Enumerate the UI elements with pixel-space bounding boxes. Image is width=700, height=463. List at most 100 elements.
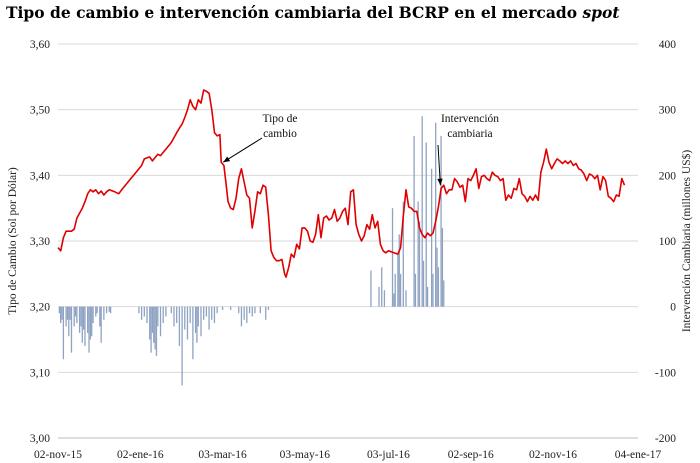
- intervention-bar: [68, 306, 70, 337]
- x-tick-label: 02-nov-15: [34, 449, 82, 461]
- intervention-bar: [203, 306, 205, 320]
- intervention-bar: [143, 306, 145, 317]
- intervention-bar: [192, 306, 194, 360]
- intervention-bar: [162, 306, 164, 324]
- intervention-bar: [184, 306, 186, 330]
- intervention-bar: [140, 306, 143, 320]
- intervention-bar: [176, 306, 178, 324]
- intervention-bar: [197, 306, 199, 327]
- intervention-bar: [370, 270, 372, 307]
- intervention-bar: [397, 254, 399, 307]
- intervention-bar: [221, 306, 224, 310]
- x-tick-label: 02-ene-16: [117, 449, 164, 461]
- intervention-bar: [393, 293, 395, 307]
- intervention-bar: [66, 306, 69, 320]
- intervention-bar: [394, 273, 396, 307]
- intervention-bar: [103, 306, 105, 320]
- intervention-bar: [254, 306, 256, 314]
- intervention-bar: [421, 116, 423, 307]
- y-right-tick-label: -100: [655, 367, 676, 379]
- intervention-bar: [170, 306, 172, 314]
- y-left-tick-label: 3,50: [30, 105, 50, 117]
- intervention-bar: [146, 306, 148, 324]
- intervention-bar: [89, 306, 92, 340]
- intervention-bar: [178, 306, 181, 347]
- intervention-bar: [87, 306, 89, 333]
- intervention-bar: [230, 306, 232, 310]
- intervention-bars: [58, 116, 445, 386]
- intervention-bar: [74, 306, 77, 317]
- intervention-bar: [265, 306, 267, 320]
- intervention-bar: [211, 306, 213, 320]
- gridlines: [58, 43, 638, 439]
- intervention-bar: [92, 306, 94, 324]
- intervention-bar: [186, 306, 189, 340]
- intervention-bar: [243, 306, 245, 320]
- y-left-axis-title: Tipo de Cambio (Sol por Dólar): [7, 167, 19, 315]
- y-right-tick-label: -200: [655, 433, 676, 445]
- intervention-bar: [437, 267, 440, 307]
- intervention-bar: [149, 306, 151, 340]
- intervention-bar: [173, 306, 175, 327]
- annotation-arrow: [222, 137, 263, 163]
- y-left-tick-label: 3,20: [30, 302, 50, 314]
- intervention-bar: [425, 142, 427, 307]
- intervention-bar: [100, 306, 102, 343]
- x-tick-label: 03-mar-16: [198, 449, 247, 461]
- y-left-tick-label: 3,40: [30, 170, 50, 182]
- intervention-bar: [76, 306, 78, 324]
- intervention-bar: [417, 201, 419, 307]
- intervention-bar: [155, 306, 158, 356]
- intervention-bar: [80, 306, 82, 327]
- intervention-bar: [418, 221, 421, 307]
- intervention-bar: [181, 306, 183, 386]
- x-tick-label: 02-sep-16: [448, 449, 494, 461]
- exchange-rate-path: [57, 89, 626, 278]
- intervention-bar: [84, 306, 86, 347]
- intervention-bar: [95, 306, 97, 317]
- intervention-bar: [259, 306, 261, 314]
- intervention-bar: [138, 306, 140, 314]
- annotation-text: cambio: [263, 128, 297, 140]
- intervention-bar: [105, 306, 108, 314]
- annotation-arrowhead: [223, 156, 231, 163]
- y-right-axis-title: Intervención Cambiaria (millones US$): [680, 150, 693, 333]
- intervention-bar: [108, 306, 110, 312]
- intervention-bar: [391, 208, 394, 307]
- exchange-rate-line: [57, 89, 626, 278]
- intervention-bar: [399, 273, 402, 307]
- intervention-bar: [151, 306, 154, 333]
- intervention-bar: [154, 306, 156, 350]
- intervention-bar: [435, 122, 437, 307]
- intervention-bar: [153, 306, 155, 343]
- intervention-bar: [65, 306, 67, 327]
- intervention-bar: [91, 306, 93, 337]
- intervention-bar: [109, 306, 112, 314]
- intervention-bar: [430, 168, 433, 307]
- annotation-arrowhead: [437, 178, 443, 186]
- annotation-text: Tipo de: [262, 113, 297, 125]
- intervention-bar: [200, 306, 202, 337]
- intervention-bar: [251, 306, 253, 317]
- x-tick-label: 04-ene-17: [615, 449, 662, 461]
- intervention-bar: [194, 306, 197, 333]
- intervention-bar: [248, 306, 251, 314]
- y-right-tick-label: 100: [659, 236, 677, 248]
- intervention-bar: [96, 306, 98, 314]
- intervention-bar: [422, 260, 425, 307]
- y-left-tick-label: 3,30: [30, 236, 50, 248]
- intervention-bar: [150, 306, 152, 353]
- annotation-text: Intervención: [441, 113, 499, 125]
- chart-title-main: Tipo de cambio e intervención cambiaria …: [6, 3, 583, 22]
- intervention-bar: [82, 306, 85, 330]
- annotation-text: cambiaria: [447, 128, 492, 140]
- intervention-bar: [246, 306, 248, 324]
- intervention-bar: [267, 306, 270, 310]
- intervention-bar: [81, 306, 83, 343]
- intervention-bar: [414, 273, 417, 307]
- intervention-bar: [216, 306, 218, 314]
- intervention-bar: [436, 247, 438, 307]
- intervention-bar: [402, 201, 404, 307]
